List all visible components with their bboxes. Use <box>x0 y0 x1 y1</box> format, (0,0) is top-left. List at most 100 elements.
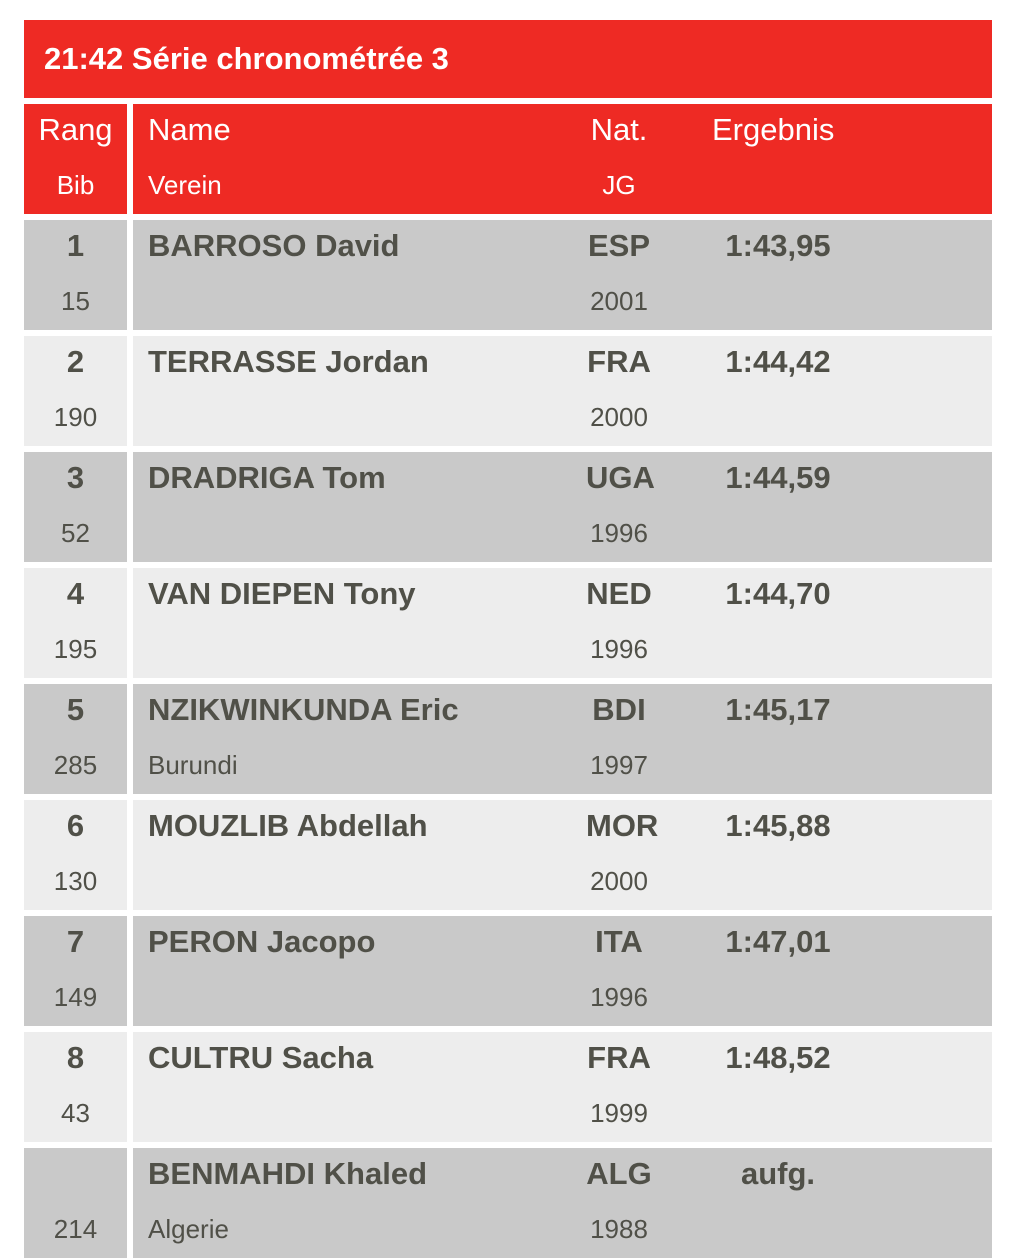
bib-number: 285 <box>53 750 98 780</box>
athlete-name: BARROSO David <box>148 228 400 263</box>
header-cell-rank <box>24 104 127 214</box>
rank-cell <box>24 220 127 330</box>
nationality: BDI <box>592 692 646 727</box>
bib-number: 214 <box>53 1214 98 1244</box>
bib-number: 52 <box>61 518 90 548</box>
nationality: NED <box>586 576 652 611</box>
table-row: 3 52 DRADRIGA Tom UGA 1996 1:44,59 <box>24 452 992 562</box>
rank-cell <box>24 568 127 678</box>
birth-year: 1999 <box>590 1098 648 1128</box>
athlete-cell <box>133 220 992 330</box>
athlete-cell <box>133 452 992 562</box>
table-row: 4 195 VAN DIEPEN Tony NED 1996 1:44,70 <box>24 568 992 678</box>
table-row: 2 190 TERRASSE Jordan FRA 2000 1:44,42 <box>24 336 992 446</box>
divider <box>24 1142 992 1148</box>
table-row: 6 130 MOUZLIB Abdellah MOR 2000 1:45,88 <box>24 800 992 910</box>
bib-number: 190 <box>53 402 98 432</box>
athlete-name: NZIKWINKUNDA Eric <box>148 692 459 727</box>
athlete-name: MOUZLIB Abdellah <box>148 808 428 843</box>
col-header-verein: Verein <box>148 170 222 200</box>
rank-value: 4 <box>66 576 85 611</box>
divider <box>24 562 992 568</box>
divider <box>24 794 992 800</box>
athlete-name: CULTRU Sacha <box>148 1040 374 1075</box>
col-header-name: Name <box>148 112 231 147</box>
divider <box>24 1026 992 1032</box>
result-time: 1:48,52 <box>725 1040 831 1075</box>
athlete-cell <box>133 684 992 794</box>
rank-value: 6 <box>66 808 85 843</box>
rank-cell <box>24 452 127 562</box>
bib-number: 195 <box>53 634 98 664</box>
birth-year: 1996 <box>590 634 648 664</box>
birth-year: 1996 <box>590 518 648 548</box>
athlete-name: BENMAHDI Khaled <box>148 1156 428 1191</box>
nationality: ESP <box>587 228 651 263</box>
rank-cell <box>24 800 127 910</box>
table-row: 214 BENMAHDI Khaled Algerie ALG 1988 auf… <box>24 1148 992 1258</box>
table-row: 8 43 CULTRU Sacha FRA 1999 1:48,52 <box>24 1032 992 1142</box>
rank-cell <box>24 1032 127 1142</box>
table-row: 1 15 BARROSO David ESP 2001 1:43,95 <box>24 220 992 330</box>
rank-cell <box>24 336 127 446</box>
result-time: 1:43,95 <box>725 228 831 263</box>
bib-number: 15 <box>61 286 90 316</box>
athlete-cell <box>133 336 992 446</box>
nationality: UGA <box>586 460 655 495</box>
col-header-rang: Rang <box>38 112 113 147</box>
athlete-cell <box>133 1032 992 1142</box>
nationality: FRA <box>587 344 651 379</box>
result-time: 1:44,42 <box>725 344 831 379</box>
athlete-cell <box>133 800 992 910</box>
rank-value: 1 <box>66 228 85 263</box>
athlete-cell <box>133 568 992 678</box>
divider <box>24 910 992 916</box>
rank-value: 2 <box>66 344 85 379</box>
birth-year: 1997 <box>590 750 648 780</box>
rank-value: 7 <box>66 924 85 959</box>
rank-cell <box>24 916 127 1026</box>
athlete-name: VAN DIEPEN Tony <box>148 576 416 611</box>
divider <box>24 446 992 452</box>
heat-title: 21:42 Série chronométrée 3 <box>24 20 992 98</box>
bib-number: 130 <box>53 866 98 896</box>
table-header: Rang Bib Name Verein Nat. JG Ergebnis <box>24 104 992 214</box>
col-header-nat: Nat. <box>590 112 648 147</box>
rank-value: 8 <box>66 1040 85 1075</box>
table-row: 5 285 NZIKWINKUNDA Eric Burundi BDI 1997… <box>24 684 992 794</box>
athlete-name: DRADRIGA Tom <box>148 460 386 495</box>
birth-year: 2000 <box>590 866 648 896</box>
result-time: 1:47,01 <box>725 924 831 959</box>
table-row: 7 149 PERON Jacopo ITA 1996 1:47,01 <box>24 916 992 1026</box>
divider <box>24 678 992 684</box>
athlete-name: TERRASSE Jordan <box>148 344 429 379</box>
bib-number: 149 <box>53 982 98 1012</box>
header-cell-main <box>133 104 992 214</box>
nationality: MOR <box>586 808 659 843</box>
birth-year: 2000 <box>590 402 648 432</box>
divider <box>24 330 992 336</box>
athlete-name: PERON Jacopo <box>148 924 376 959</box>
rank-value: 3 <box>66 460 85 495</box>
result-time: 1:45,88 <box>725 808 831 843</box>
table-body: 1 15 BARROSO David ESP 2001 1:43,95 2 19… <box>24 214 992 1258</box>
col-header-ergebnis: Ergebnis <box>712 112 835 147</box>
col-header-bib: Bib <box>56 170 95 200</box>
result-time: 1:45,17 <box>725 692 831 727</box>
results-table: 21:42 Série chronométrée 3 Rang Bib Name… <box>24 20 992 1258</box>
divider <box>24 214 992 220</box>
birth-year: 2001 <box>590 286 648 316</box>
bib-number: 43 <box>61 1098 90 1128</box>
club-name: Burundi <box>148 750 238 780</box>
rank-value: 5 <box>66 692 85 727</box>
birth-year: 1996 <box>590 982 648 1012</box>
nationality: FRA <box>587 1040 651 1075</box>
result-time: 1:44,70 <box>725 576 831 611</box>
result-time: 1:44,59 <box>725 460 831 495</box>
col-header-jg: JG <box>602 170 636 200</box>
birth-year: 1988 <box>590 1214 648 1244</box>
result-time: aufg. <box>740 1156 816 1191</box>
rank-cell <box>24 684 127 794</box>
club-name: Algerie <box>148 1214 229 1244</box>
nationality: ITA <box>595 924 643 959</box>
